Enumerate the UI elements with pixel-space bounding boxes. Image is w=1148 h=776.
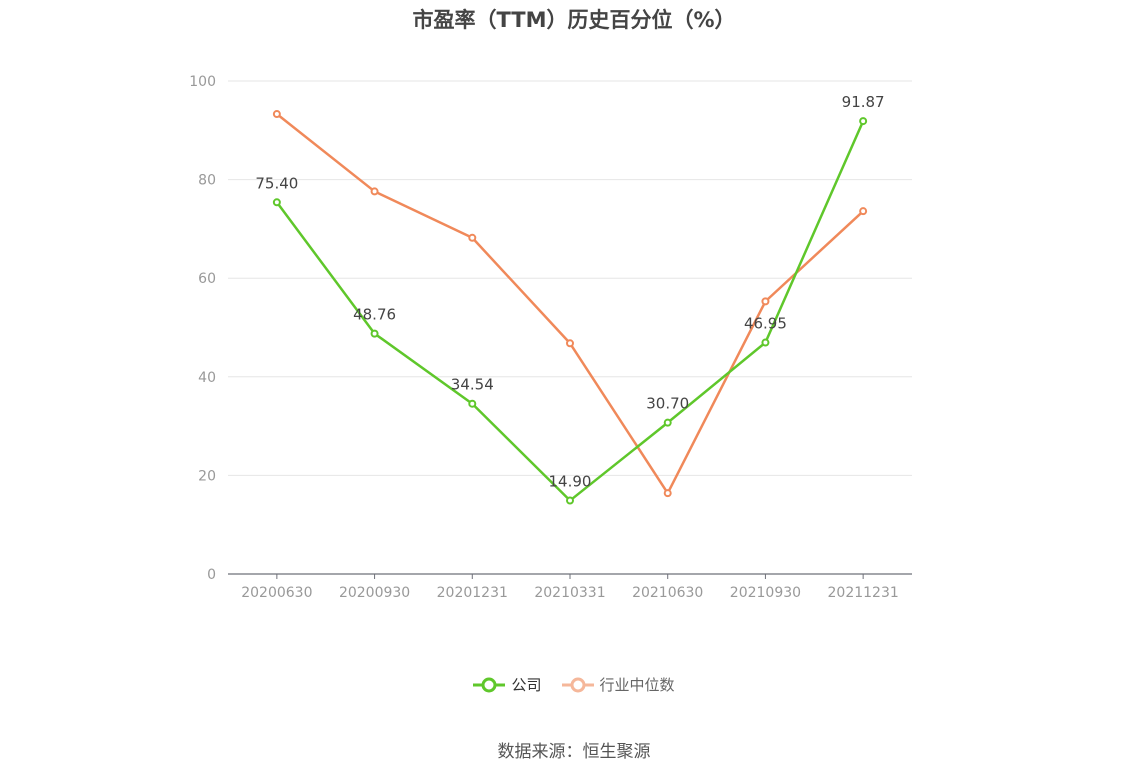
y-tick-label: 40 (198, 370, 216, 386)
data-point-company (272, 198, 281, 207)
data-label: 46.95 (744, 315, 787, 333)
data-point-industry (761, 297, 770, 306)
legend-company-label: 公司 (511, 676, 542, 694)
legend-industry-label: 行业中位数 (599, 676, 675, 694)
data-label: 91.87 (842, 93, 885, 111)
x-tick-label: 20201231 (437, 585, 508, 601)
data-point-company (370, 329, 379, 338)
data-label: 48.76 (353, 306, 396, 324)
data-point-company (859, 117, 868, 126)
y-tick-label: 0 (207, 567, 216, 583)
x-tick-label: 20210630 (632, 585, 703, 601)
data-label: 75.40 (255, 174, 298, 192)
y-tick-label: 100 (189, 74, 216, 90)
legend-company-marker-icon (473, 677, 506, 692)
x-tick-label: 20200930 (339, 585, 410, 601)
data-point-company (566, 496, 574, 505)
x-tick-label: 20200630 (241, 585, 312, 601)
legend-item-company[interactable]: 公司 (473, 674, 542, 695)
data-point-industry (272, 110, 281, 119)
data-point-industry (859, 207, 868, 216)
data-point-company (761, 338, 770, 347)
data-source-note: 数据来源：恒生聚源 (497, 742, 651, 762)
data-point-industry (566, 339, 574, 348)
chart-legend: 公司 行业中位数 (0, 674, 1148, 695)
y-tick-label: 60 (198, 271, 216, 287)
data-label: 14.90 (549, 473, 592, 491)
line-chart: 0 20 40 60 80 100 20200630 20200930 20201231 2021… (189, 74, 912, 601)
data-label: 34.54 (451, 376, 494, 394)
data-point-company (468, 399, 477, 408)
x-tick-label: 20210331 (534, 585, 605, 601)
x-tick-label: 20210930 (730, 585, 801, 601)
data-point-industry (468, 233, 477, 242)
legend-item-industry[interactable]: 行业中位数 (561, 674, 675, 695)
data-point-industry (370, 187, 379, 196)
data-label: 30.70 (646, 395, 689, 413)
legend-industry-marker-icon (561, 677, 594, 692)
y-tick-label: 20 (198, 468, 216, 484)
data-point-company (663, 418, 672, 427)
chart-title: 市盈率（TTM）历史百分位（%） (412, 8, 736, 32)
x-tick-label: 20211231 (828, 585, 899, 601)
y-tick-label: 80 (198, 173, 216, 189)
data-point-industry (663, 489, 672, 498)
series-line-industry (276, 113, 864, 495)
